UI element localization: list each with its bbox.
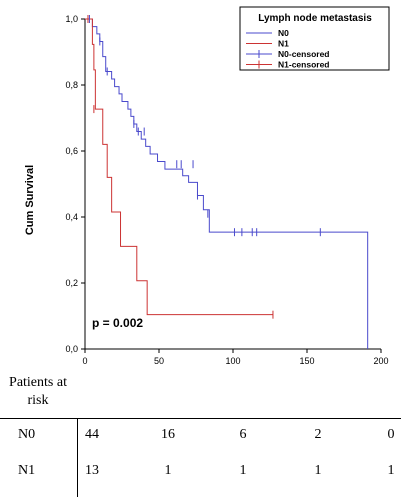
legend-box (239, 6, 390, 71)
x-tick-label: 100 (225, 356, 240, 366)
risk-cell: 6 (239, 427, 247, 442)
survival-curves (85, 18, 369, 349)
survival-chart: 0,0 0,2 0,4 0,6 0,8 1,0 0 50 100 150 200 Cum Survi… (24, 6, 390, 366)
y-tick-label: 0,2 (65, 278, 78, 288)
risk-table-divider-vertical (77, 418, 78, 497)
risk-cell: 13 (85, 463, 99, 478)
risk-table-header: Patients at risk (9, 375, 67, 408)
legend-title: Lymph node metastasis (258, 13, 372, 24)
y-tick-label: 0,0 (65, 344, 78, 354)
legend: Lymph node metastasis N0N1N0-censoredN1-… (239, 6, 390, 71)
risk-cell: 0 (387, 427, 395, 442)
risk-cell: 1 (387, 463, 395, 478)
risk-row-label: N0 (18, 427, 36, 442)
survival-curve-n1 (85, 18, 273, 316)
y-tick-label: 0,4 (65, 212, 78, 222)
risk-table-divider-horizontal (0, 418, 401, 419)
survival-curve-n0 (85, 18, 369, 349)
chart-axes: 0,0 0,2 0,4 0,6 0,8 1,0 0 50 100 150 200 (65, 14, 388, 366)
legend-entry-label: N0-censored (278, 49, 330, 59)
p-value-annotation: p = 0.002 (92, 316, 143, 330)
y-tick-label: 1,0 (65, 14, 78, 24)
legend-entry-label: N1 (278, 39, 289, 49)
risk-cell: 1 (164, 463, 172, 478)
risk-cell: 16 (161, 427, 175, 442)
x-tick-label: 50 (154, 356, 164, 366)
y-axis-label: Cum Survival (24, 165, 36, 235)
y-tick-label: 0,6 (65, 146, 78, 156)
risk-row-label: N1 (18, 463, 36, 478)
risk-cell: 1 (239, 463, 247, 478)
risk-cell: 2 (314, 427, 322, 442)
y-tick-label: 0,8 (65, 80, 78, 90)
legend-entry-label: N0 (278, 28, 289, 38)
x-tick-label: 150 (299, 356, 314, 366)
risk-cell: 44 (85, 427, 99, 442)
censor-marks (87, 15, 321, 319)
x-tick-label: 0 (82, 356, 87, 366)
x-tick-label: 200 (373, 356, 388, 366)
risk-cell: 1 (314, 463, 322, 478)
legend-entry-label: N1-censored (278, 60, 330, 70)
